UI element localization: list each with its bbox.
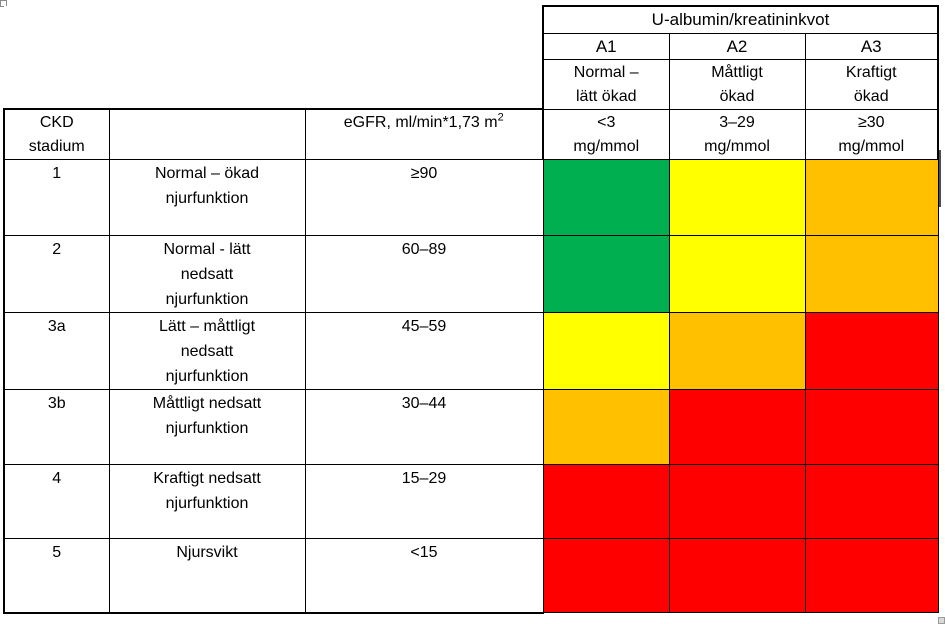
egfr-header-label: eGFR, ml/min*1,73 m (343, 114, 498, 131)
right-resize-handle[interactable] (938, 150, 941, 207)
egfr-value: 60–89 (304, 235, 544, 313)
stadium-description: Måttligt nedsatt njurfunktion (108, 389, 306, 465)
egfr-value: <15 (304, 538, 544, 614)
risk-cell (804, 159, 939, 236)
table-row-stage-2: 2 Normal - lätt nedsatt njurfunktion 60–… (3, 235, 939, 313)
albumin-col-a2-range: 3–29 mg/mmol (668, 108, 806, 160)
risk-cell (668, 538, 806, 613)
table-row-stage-3a: 3a Lätt – måttligt nedsatt njurfunktion … (3, 312, 939, 390)
risk-cell (542, 235, 670, 313)
albumin-col-a1-desc: Normal – lätt ökad (542, 58, 670, 110)
table-row-stage-5: 5 Njursvikt <15 (3, 538, 939, 614)
albumin-col-a2-desc: Måttligt ökad (668, 58, 806, 110)
risk-cell (804, 235, 939, 313)
table-row-stage-4: 4 Kraftigt nedsatt njurfunktion 15–29 (3, 464, 939, 539)
albumin-col-a1-range: <3 mg/mmol (542, 108, 670, 160)
stadium-description: Normal - lätt nedsatt njurfunktion (108, 235, 306, 313)
table-row-stage-3b: 3b Måttligt nedsatt njurfunktion 30–44 (3, 389, 939, 465)
table-row-stage-1: 1 Normal – ökad njurfunktion ≥90 (3, 159, 939, 236)
risk-cell (804, 389, 939, 465)
selection-anchor-handle[interactable] (0, 0, 7, 7)
egfr-value: 15–29 (304, 464, 544, 539)
albumin-col-a3-range: ≥30 mg/mmol (804, 108, 939, 160)
ckd-risk-table: U-albumin/kreatininkvot A1 A2 A3 Normal … (3, 5, 939, 614)
albumin-col-a2-code: A2 (668, 32, 806, 60)
risk-cell (668, 464, 806, 539)
stadium-value: 3a (3, 312, 110, 390)
stadium-description: Kraftigt nedsatt njurfunktion (108, 464, 306, 539)
stadium-value: 1 (3, 159, 110, 236)
ckd-stadium-header: CKD stadium (3, 108, 110, 160)
risk-cell (668, 389, 806, 465)
stadium-value: 5 (3, 538, 110, 614)
egfr-header: eGFR, ml/min*1,73 m2 (304, 108, 544, 160)
blank-area (4, 33, 543, 59)
risk-cell (542, 159, 670, 236)
risk-cell (668, 312, 806, 390)
stadium-description: Lätt – måttligt nedsatt njurfunktion (108, 312, 306, 390)
risk-cell (804, 464, 939, 539)
stadium-description: Normal – ökad njurfunktion (108, 159, 306, 236)
risk-cell (804, 312, 939, 390)
risk-cell (668, 159, 806, 236)
egfr-value: 30–44 (304, 389, 544, 465)
albumin-col-a3-code: A3 (804, 32, 939, 60)
risk-cell (668, 235, 806, 313)
blank-area (4, 6, 543, 33)
egfr-value: 45–59 (304, 312, 544, 390)
albumin-ratio-title: U-albumin/kreatininkvot (542, 5, 939, 34)
risk-cell (542, 389, 670, 465)
egfr-value: ≥90 (304, 159, 544, 236)
albumin-col-a3-desc: Kraftigt ökad (804, 58, 939, 110)
albumin-col-a1-code: A1 (542, 32, 670, 60)
risk-cell (542, 312, 670, 390)
stadium-value: 2 (3, 235, 110, 313)
blank-area (4, 59, 543, 109)
stadium-value: 3b (3, 389, 110, 465)
stadium-description: Njursvikt (108, 538, 306, 614)
risk-cell (804, 538, 939, 613)
stadium-value: 4 (3, 464, 110, 539)
egfr-header-superscript: 2 (497, 111, 504, 124)
empty-header-cell (108, 108, 306, 160)
risk-cell (542, 464, 670, 539)
corner-resize-handle[interactable] (938, 617, 945, 624)
risk-cell (542, 538, 670, 613)
